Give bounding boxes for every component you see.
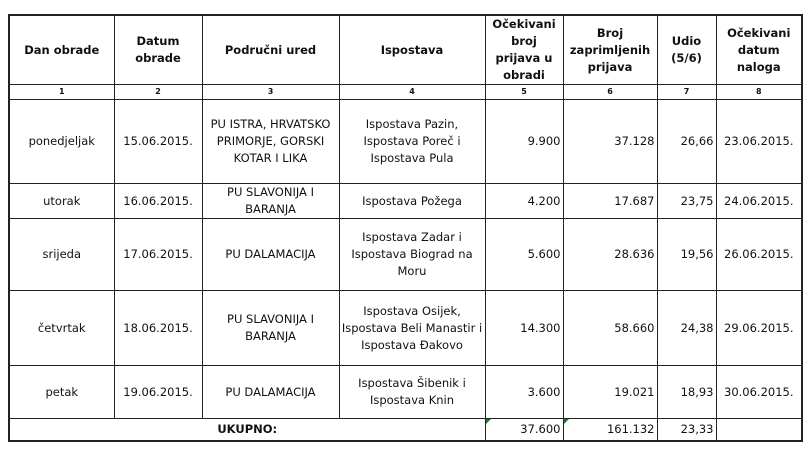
cell-zaprimljeni: 37.128 <box>562 99 658 184</box>
total-ocekivani: 37.600 <box>484 418 564 441</box>
cell-ispostava: Ispostava Pazin, Ispostava Poreč i Ispos… <box>338 99 486 184</box>
column-number: 5 <box>484 84 564 100</box>
cell-udio: 18,93 <box>656 365 717 419</box>
header-cell: Broj zaprimljenih prijava <box>562 14 658 85</box>
schedule-table: Dan obrade Datum obrade Područni ured Is… <box>8 14 803 442</box>
cell-ocekivani: 3.600 <box>484 365 564 419</box>
cell-ured: PU SLAVONIJA I BARANJA <box>201 183 340 219</box>
cell-ispostava: Ispostava Požega <box>338 183 486 219</box>
cell-dan: ponedjeljak <box>8 99 115 184</box>
cell-ured: PU SLAVONIJA I BARANJA <box>201 290 340 366</box>
table-row: ponedjeljak 15.06.2015. PU ISTRA, HRVATSKO… <box>8 99 803 184</box>
column-number: 8 <box>715 84 803 100</box>
column-number: 1 <box>8 84 115 100</box>
column-number-row: 1 2 3 4 5 6 7 8 <box>8 84 803 100</box>
cell-udio: 23,75 <box>656 183 717 219</box>
header-cell: Ispostava <box>338 14 486 85</box>
cell-datum: 18.06.2015. <box>113 290 203 366</box>
cell-dan: srijeda <box>8 218 115 291</box>
cell-datum: 16.06.2015. <box>113 183 203 219</box>
table-row: utorak 16.06.2015. PU SLAVONIJA I BARANJA I… <box>8 183 803 219</box>
total-label: UKUPNO: <box>8 418 485 441</box>
cell-zaprimljeni: 58.660 <box>562 290 658 366</box>
cell-datum-naloga: 23.06.2015. <box>715 99 803 184</box>
cell-datum: 19.06.2015. <box>113 365 203 419</box>
header-cell: Udio (5/6) <box>656 14 717 85</box>
table-row: četvrtak 18.06.2015. PU SLAVONIJA I BARANJ… <box>8 290 803 366</box>
cell-datum-naloga: 24.06.2015. <box>715 183 803 219</box>
cell-ocekivani: 4.200 <box>484 183 564 219</box>
cell-dan: petak <box>8 365 115 419</box>
cell-ispostava: Ispostava Zadar i Ispostava Biograd na M… <box>338 218 486 291</box>
cell-datum: 17.06.2015. <box>113 218 203 291</box>
cell-zaprimljeni: 17.687 <box>562 183 658 219</box>
header-cell: Područni ured <box>201 14 340 85</box>
cell-zaprimljeni: 19.021 <box>562 365 658 419</box>
total-zaprimljeni: 161.132 <box>562 418 658 441</box>
cell-ocekivani: 5.600 <box>484 218 564 291</box>
cell-ocekivani: 14.300 <box>484 290 564 366</box>
cell-datum-naloga: 29.06.2015. <box>715 290 803 366</box>
column-number: 7 <box>656 84 717 100</box>
total-row: UKUPNO: 37.600 161.132 23,33 <box>8 418 803 441</box>
cell-ispostava: Ispostava Šibenik i Ispostava Knin <box>338 365 486 419</box>
cell-udio: 26,66 <box>656 99 717 184</box>
total-empty <box>715 418 803 441</box>
header-cell: Datum obrade <box>113 14 203 85</box>
column-number: 6 <box>562 84 658 100</box>
cell-udio: 19,56 <box>656 218 717 291</box>
column-number: 4 <box>338 84 486 100</box>
header-row: Dan obrade Datum obrade Područni ured Is… <box>8 14 803 85</box>
header-cell: Dan obrade <box>8 14 115 85</box>
column-number: 3 <box>201 84 340 100</box>
cell-datum-naloga: 26.06.2015. <box>715 218 803 291</box>
header-cell: Očekivani datum naloga <box>715 14 803 85</box>
cell-udio: 24,38 <box>656 290 717 366</box>
cell-ured: PU DALAMACIJA <box>201 218 340 291</box>
cell-ured: PU ISTRA, HRVATSKO PRIMORJE, GORSKI KOTA… <box>201 99 340 184</box>
column-number: 2 <box>113 84 203 100</box>
cell-ispostava: Ispostava Osijek, Ispostava Beli Manasti… <box>338 290 486 366</box>
cell-ocekivani: 9.900 <box>484 99 564 184</box>
cell-zaprimljeni: 28.636 <box>562 218 658 291</box>
cell-dan: utorak <box>8 183 115 219</box>
cell-dan: četvrtak <box>8 290 115 366</box>
cell-datum-naloga: 30.06.2015. <box>715 365 803 419</box>
cell-ured: PU DALAMACIJA <box>201 365 340 419</box>
total-udio: 23,33 <box>656 418 717 441</box>
table-row: petak 19.06.2015. PU DALAMACIJA Ispostava Š… <box>8 365 803 419</box>
cell-datum: 15.06.2015. <box>113 99 203 184</box>
table-row: srijeda 17.06.2015. PU DALAMACIJA Ispostava… <box>8 218 803 291</box>
header-cell: Očekivani broj prijava u obradi <box>484 14 564 85</box>
